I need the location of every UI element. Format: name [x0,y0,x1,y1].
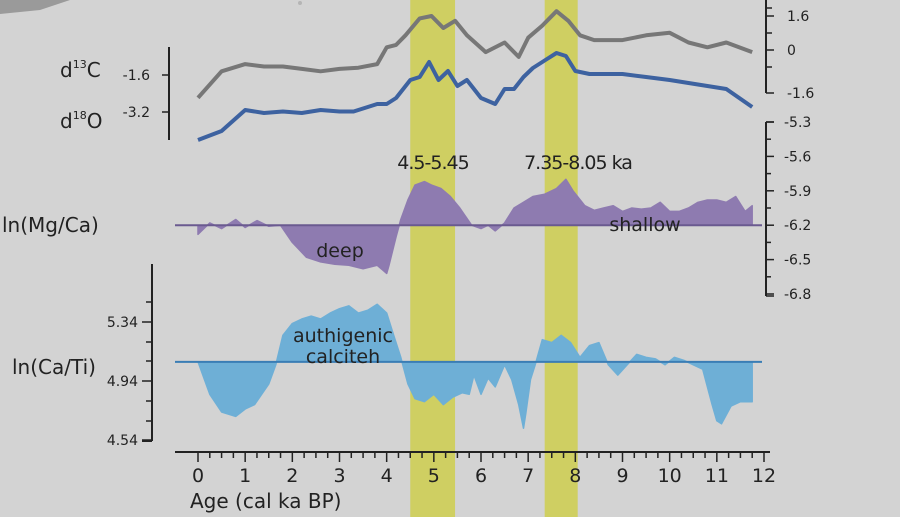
cati-area [197,303,753,429]
x-tick-label: 5 [428,465,440,487]
x-tick-label: 10 [658,465,682,487]
x-tick-label: 11 [705,465,729,487]
d18o-label: d18O [60,109,102,133]
band2-annotation: 7.35-8.05 ka [524,152,632,174]
mgca-area [197,178,753,275]
deep-annotation: deep [316,240,364,262]
authigenic-annotation: authigenic [293,325,393,347]
annotations: 4.5-5.45 7.35-8.05 ka deep shallow authi… [293,152,681,368]
isotope-series [196,9,754,142]
mgca-right-tick-label: -6.5 [784,253,811,269]
x-tick-label: 0 [192,465,204,487]
stray-dot [298,1,302,5]
d13c-right-tick-label: 1.6 [787,9,809,25]
d13c-left-tick-label: -1.6 [123,68,150,84]
mgca-right-tick-label: -5.3 [784,115,811,131]
cati-label: ln(Ca/Ti) [12,355,96,379]
x-tick-label: 12 [752,465,776,487]
cropped-gray-shape [0,0,70,14]
highlight-band-1 [410,0,456,517]
d13c-series-line [196,9,753,100]
x-tick-label: 1 [239,465,251,487]
x-tick-label: 2 [286,465,298,487]
highlight-band-2 [544,0,578,517]
x-tick-label: 7 [522,465,534,487]
area-series [175,178,762,429]
axes: 0 1 2 3 4 5 6 7 8 9 10 11 12-1.6-3.21.60-1.6-5.3-5.6… [107,0,814,487]
calcite-annotation: calciteh [306,346,380,368]
shallow-annotation: shallow [609,214,680,236]
mgca-right-tick-label: -5.9 [784,184,811,200]
cati-left-tick-label: 4.54 [107,433,138,449]
x-tick-label: 9 [616,465,628,487]
x-tick-label: 3 [333,465,345,487]
mgca-right-tick-label: -6.2 [784,218,811,234]
highlight-bands [410,0,578,517]
d13c-right-tick-label: -1.6 [787,86,814,102]
d18o-left-tick-label: -3.2 [123,105,150,121]
x-tick-label: 8 [569,465,581,487]
mgca-right-tick-label: -6.8 [784,287,811,303]
band1-annotation: 4.5-5.45 [397,152,468,174]
mgca-label: ln(Mg/Ca) [2,213,99,237]
cati-left-tick-label: 5.34 [107,315,138,331]
x-tick-label: 6 [475,465,487,487]
d13c-right-tick-label: 0 [787,43,796,59]
x-axis-label: Age (cal ka BP) [190,489,341,513]
d13c-label: d13C [60,58,101,82]
x-tick-label: 4 [381,465,393,487]
mgca-right-tick-label: -5.6 [784,149,811,165]
cati-left-tick-label: 4.94 [107,374,138,390]
series-labels: d13C d18O ln(Mg/Ca) ln(Ca/Ti) Age (cal k… [2,58,341,513]
d18o-series-line [197,51,754,142]
